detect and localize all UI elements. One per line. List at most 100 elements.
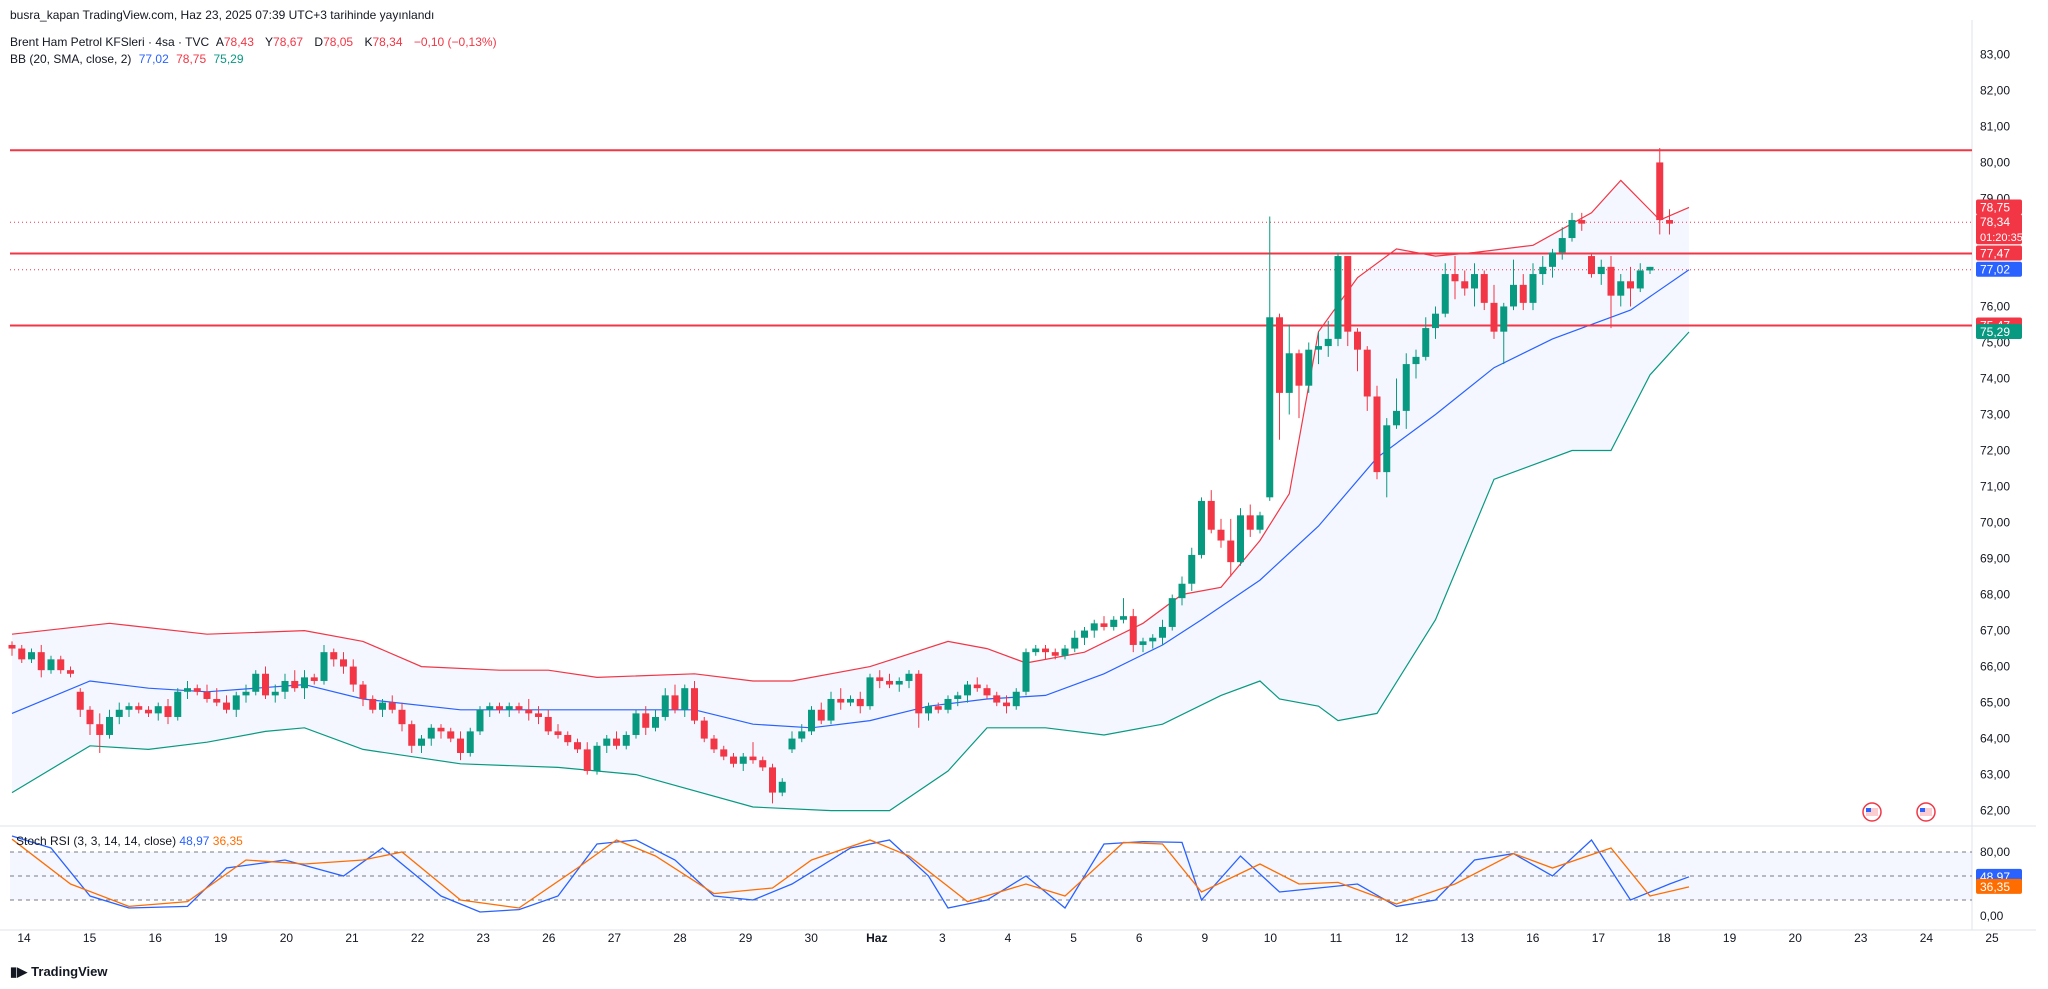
candle[interactable]: [76, 688, 84, 717]
candle[interactable]: [535, 706, 542, 725]
candle[interactable]: [47, 655, 55, 674]
stoch-rsi-d-line[interactable]: [11, 838, 1690, 909]
candle[interactable]: [934, 702, 942, 714]
candle[interactable]: [1237, 508, 1244, 566]
candle[interactable]: [1032, 644, 1040, 656]
candle[interactable]: [418, 734, 425, 753]
candle[interactable]: [944, 695, 952, 714]
candle[interactable]: [866, 673, 874, 710]
candle[interactable]: [1168, 594, 1176, 631]
candle[interactable]: [1471, 263, 1478, 307]
candle[interactable]: [1539, 256, 1547, 285]
stoch-rsi-legend[interactable]: Stoch RSI (3, 3, 14, 14, close) 48,97 36…: [16, 834, 243, 848]
candle[interactable]: [457, 731, 464, 761]
candle[interactable]: [632, 709, 640, 739]
candle[interactable]: [1519, 274, 1527, 311]
candle[interactable]: [1022, 648, 1030, 696]
candle[interactable]: [613, 731, 620, 750]
candle[interactable]: [1042, 644, 1049, 660]
candle[interactable]: [1363, 346, 1371, 411]
candle[interactable]: [1139, 637, 1147, 653]
candle[interactable]: [798, 724, 806, 743]
candle[interactable]: [642, 706, 650, 735]
candle[interactable]: [769, 763, 776, 804]
bb-basis-line[interactable]: [11, 269, 1690, 729]
candle[interactable]: [1090, 619, 1098, 638]
candle[interactable]: [671, 684, 679, 714]
candle[interactable]: [466, 727, 474, 757]
candle[interactable]: [18, 644, 26, 663]
candle[interactable]: [1100, 616, 1108, 631]
candle[interactable]: [1558, 227, 1566, 260]
candle[interactable]: [1266, 216, 1274, 501]
tradingview-logo[interactable]: ▮▶ TradingView: [10, 964, 108, 980]
candle[interactable]: [554, 724, 562, 739]
candle[interactable]: [1529, 263, 1537, 311]
candle[interactable]: [291, 670, 299, 692]
candle[interactable]: [603, 734, 611, 753]
bb-legend[interactable]: BB (20, SMA, close, 2) 77,02 78,75 75,29: [10, 52, 248, 66]
candle[interactable]: [1568, 212, 1576, 242]
candle[interactable]: [496, 702, 503, 714]
candle[interactable]: [583, 742, 591, 775]
candle[interactable]: [125, 702, 133, 717]
candle[interactable]: [184, 680, 191, 699]
candle[interactable]: [895, 677, 903, 692]
candle[interactable]: [759, 756, 767, 771]
candle[interactable]: [1597, 259, 1605, 285]
candle[interactable]: [1578, 212, 1586, 231]
candle[interactable]: [1159, 619, 1166, 645]
candle[interactable]: [915, 670, 923, 728]
candle[interactable]: [1441, 263, 1449, 318]
candle[interactable]: [262, 666, 269, 699]
candle[interactable]: [28, 648, 35, 663]
candle[interactable]: [1334, 252, 1342, 347]
candle[interactable]: [232, 691, 240, 717]
us-flag-event-icon[interactable]: [1862, 802, 1882, 822]
candle[interactable]: [340, 652, 347, 674]
candle[interactable]: [174, 688, 182, 721]
candle[interactable]: [1432, 306, 1439, 339]
candle[interactable]: [1295, 349, 1303, 419]
candle[interactable]: [223, 695, 230, 714]
candle[interactable]: [1490, 284, 1498, 339]
symbol-name[interactable]: Brent Ham Petrol KFSleri · 4sa · TVC: [10, 35, 210, 49]
candle[interactable]: [1480, 270, 1488, 311]
bb-lower-line[interactable]: [11, 331, 1690, 812]
candle[interactable]: [525, 698, 533, 721]
candle[interactable]: [730, 752, 737, 768]
candle[interactable]: [808, 706, 815, 735]
candle[interactable]: [788, 731, 796, 753]
candle[interactable]: [398, 702, 406, 732]
candle[interactable]: [164, 698, 172, 725]
candle[interactable]: [203, 684, 211, 703]
candle[interactable]: [1315, 331, 1322, 365]
candle[interactable]: [1588, 252, 1595, 278]
candle[interactable]: [1003, 695, 1010, 714]
candle[interactable]: [1656, 148, 1664, 235]
candle[interactable]: [1246, 504, 1254, 537]
candle[interactable]: [1344, 256, 1352, 347]
candle[interactable]: [1188, 547, 1196, 591]
candle[interactable]: [1227, 518, 1235, 577]
candle[interactable]: [1051, 648, 1059, 660]
candle[interactable]: [1510, 259, 1517, 311]
candle[interactable]: [252, 670, 260, 696]
candle[interactable]: [359, 680, 367, 707]
candle[interactable]: [135, 702, 143, 714]
candle[interactable]: [8, 641, 16, 656]
candle[interactable]: [1324, 320, 1332, 357]
candle[interactable]: [67, 666, 74, 678]
candle[interactable]: [691, 680, 698, 725]
candle[interactable]: [1666, 209, 1673, 235]
candle[interactable]: [1383, 418, 1391, 498]
us-flag-event-icon[interactable]: [1916, 802, 1936, 822]
candle[interactable]: [661, 688, 669, 721]
candle[interactable]: [1646, 266, 1654, 275]
candle[interactable]: [1451, 256, 1459, 300]
candle[interactable]: [1061, 644, 1069, 660]
candle[interactable]: [1276, 313, 1283, 440]
candle[interactable]: [515, 702, 523, 714]
candle[interactable]: [1217, 518, 1225, 548]
